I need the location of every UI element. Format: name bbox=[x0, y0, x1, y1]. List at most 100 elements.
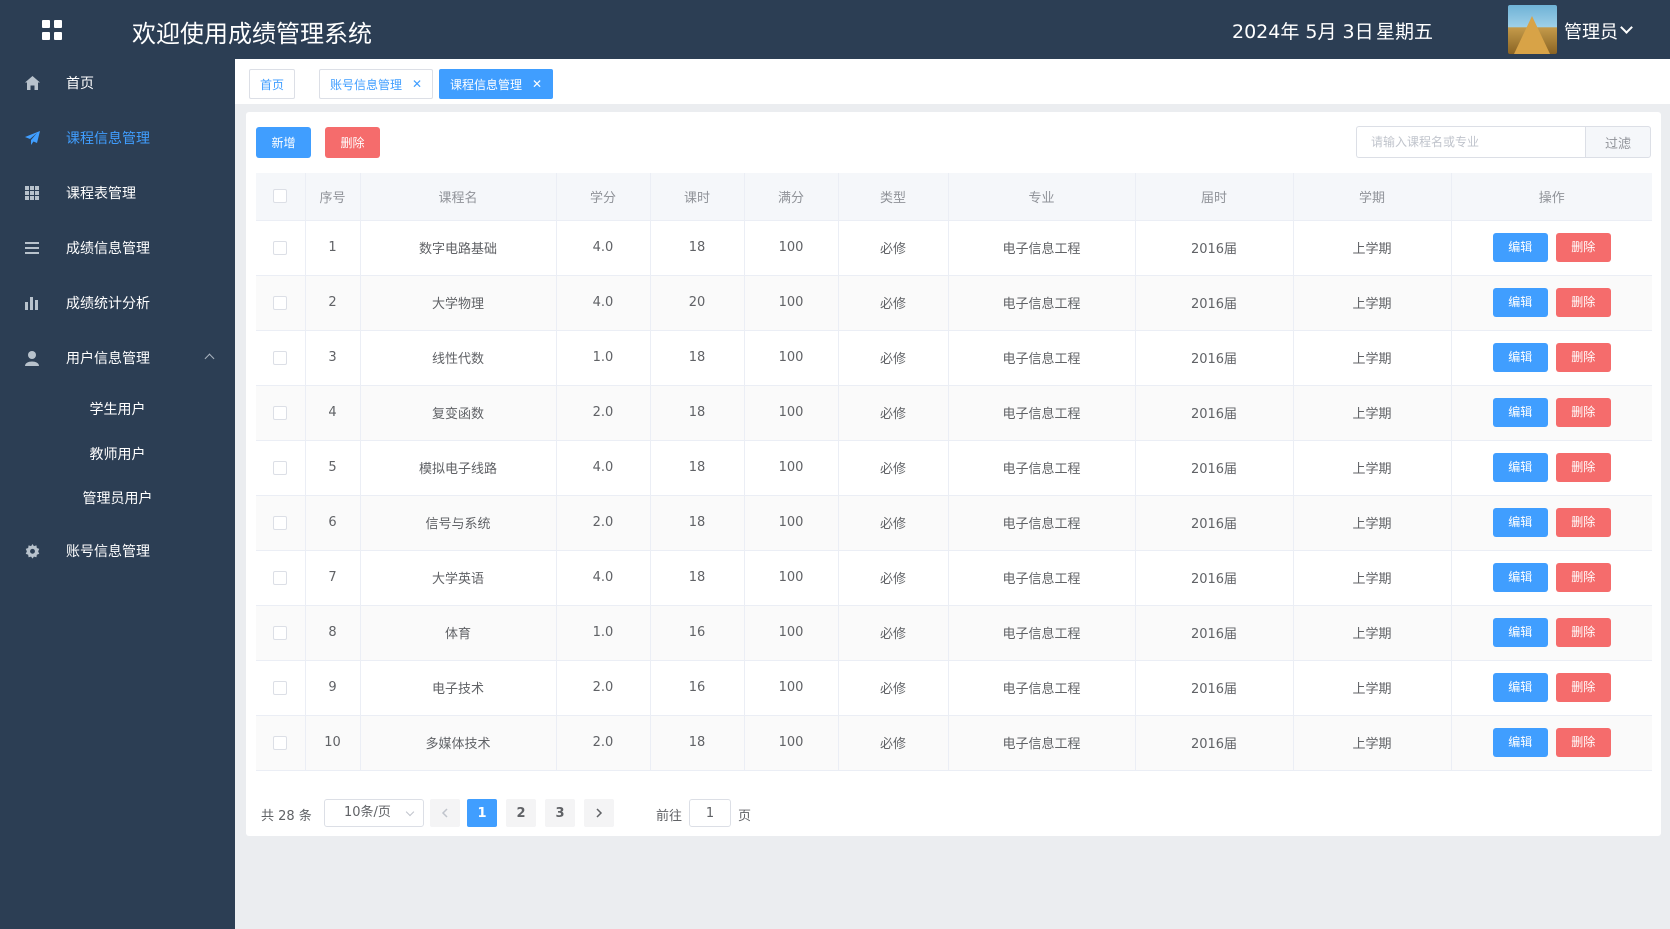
sidebar-subitem-admins[interactable]: 管理员用户 bbox=[82, 491, 153, 507]
sidebar-item-stats[interactable]: 成绩统计分析 bbox=[0, 279, 235, 327]
table-cell-hours: 18 bbox=[650, 495, 745, 551]
batch-delete-button[interactable]: 删除 bbox=[325, 127, 380, 158]
delete-button[interactable]: 删除 bbox=[1555, 673, 1611, 702]
table-cell-hours: 18 bbox=[650, 385, 745, 441]
page-size-select[interactable]: 10条/页 bbox=[324, 799, 424, 827]
prev-page-button[interactable] bbox=[430, 799, 460, 827]
search-input[interactable] bbox=[1356, 126, 1585, 158]
row-checkbox[interactable] bbox=[273, 680, 288, 695]
goto-page-input[interactable] bbox=[689, 799, 731, 827]
table-cell-session: 2016届 bbox=[1135, 440, 1294, 496]
page-button[interactable]: 1 bbox=[467, 799, 497, 827]
table-cell-session: 2016届 bbox=[1135, 220, 1294, 276]
edit-button[interactable]: 编辑 bbox=[1492, 398, 1548, 427]
close-icon[interactable]: ✕ bbox=[412, 77, 423, 91]
select-all-checkbox[interactable] bbox=[273, 189, 288, 204]
table-cell-major: 电子信息工程 bbox=[948, 495, 1136, 551]
sidebar-item-label: 账号信息管理 bbox=[66, 544, 150, 560]
table-cell-name: 数字电路基础 bbox=[360, 220, 557, 276]
column-header: 学分 bbox=[556, 173, 651, 221]
page-size-value: 10条/页 bbox=[344, 805, 391, 820]
sidebar-item-label: 首页 bbox=[66, 76, 94, 92]
table-cell-credit: 2.0 bbox=[556, 715, 651, 771]
row-checkbox[interactable] bbox=[273, 625, 288, 640]
add-button[interactable]: 新增 bbox=[256, 127, 311, 158]
delete-button[interactable]: 删除 bbox=[1555, 728, 1611, 757]
table-cell-type: 必修 bbox=[838, 275, 949, 331]
delete-button[interactable]: 删除 bbox=[1555, 233, 1611, 262]
row-select-cell bbox=[256, 495, 306, 551]
edit-button[interactable]: 编辑 bbox=[1492, 453, 1548, 482]
table-cell-full: 100 bbox=[744, 330, 839, 386]
delete-button[interactable]: 删除 bbox=[1555, 398, 1611, 427]
row-checkbox[interactable] bbox=[273, 735, 288, 750]
table-cell-type: 必修 bbox=[838, 385, 949, 441]
chevron-down-icon[interactable] bbox=[1620, 21, 1633, 34]
page-button[interactable]: 2 bbox=[506, 799, 536, 827]
delete-button[interactable]: 删除 bbox=[1555, 453, 1611, 482]
row-select-cell bbox=[256, 715, 306, 771]
avatar[interactable] bbox=[1508, 5, 1557, 54]
delete-button[interactable]: 删除 bbox=[1555, 618, 1611, 647]
row-checkbox[interactable] bbox=[273, 570, 288, 585]
sidebar-subitem-teachers[interactable]: 教师用户 bbox=[89, 447, 146, 463]
table-row: 10 多媒体技术 2.0 18 100 必修 电子信息工程 2016届 上学期 编辑 删除 bbox=[256, 715, 1652, 771]
table-cell-term: 上学期 bbox=[1293, 385, 1452, 441]
app-grid-icon[interactable] bbox=[42, 20, 62, 40]
row-checkbox[interactable] bbox=[273, 405, 288, 420]
column-header: 课程名 bbox=[360, 173, 557, 221]
row-select-cell bbox=[256, 220, 306, 276]
filter-button[interactable]: 过滤 bbox=[1585, 126, 1651, 158]
row-checkbox[interactable] bbox=[273, 515, 288, 530]
user-menu-name[interactable]: 管理员 bbox=[1564, 22, 1618, 43]
delete-button[interactable]: 删除 bbox=[1555, 343, 1611, 372]
close-icon[interactable]: ✕ bbox=[532, 77, 543, 91]
table-row: 7 大学英语 4.0 18 100 必修 电子信息工程 2016届 上学期 编辑 删除 bbox=[256, 550, 1652, 606]
sidebar-item-users[interactable]: 用户信息管理 bbox=[0, 334, 235, 382]
edit-button[interactable]: 编辑 bbox=[1492, 508, 1548, 537]
next-page-button[interactable] bbox=[584, 799, 614, 827]
row-actions: 编辑 删除 bbox=[1451, 660, 1652, 716]
sidebar: 首页 课程信息管理 课程表管理 成绩信息管理 成绩统计分析 用户信息管理 学生用… bbox=[0, 59, 235, 929]
sidebar-item-label: 成绩信息管理 bbox=[66, 241, 150, 257]
row-checkbox[interactable] bbox=[273, 460, 288, 475]
edit-button[interactable]: 编辑 bbox=[1492, 728, 1548, 757]
sidebar-item-course-info[interactable]: 课程信息管理 bbox=[0, 114, 235, 162]
tab-course-info[interactable]: 课程信息管理 ✕ bbox=[439, 69, 554, 99]
table-cell-major: 电子信息工程 bbox=[948, 550, 1136, 606]
row-checkbox[interactable] bbox=[273, 240, 288, 255]
tab-home[interactable]: 首页 bbox=[249, 69, 296, 99]
table-cell-session: 2016届 bbox=[1135, 605, 1294, 661]
sidebar-item-schedule[interactable]: 课程表管理 bbox=[0, 169, 235, 217]
table-cell-credit: 4.0 bbox=[556, 275, 651, 331]
total-count: 共 28 条 bbox=[261, 809, 312, 824]
sidebar-subitem-students[interactable]: 学生用户 bbox=[89, 402, 146, 418]
delete-button[interactable]: 删除 bbox=[1555, 288, 1611, 317]
page-button[interactable]: 3 bbox=[545, 799, 575, 827]
chevron-right-icon bbox=[596, 808, 603, 818]
edit-button[interactable]: 编辑 bbox=[1492, 673, 1548, 702]
sidebar-item-home[interactable]: 首页 bbox=[0, 59, 235, 107]
table-cell-name: 复变函数 bbox=[360, 385, 557, 441]
table-cell-full: 100 bbox=[744, 275, 839, 331]
tab-accounts[interactable]: 账号信息管理 ✕ bbox=[319, 69, 434, 99]
edit-button[interactable]: 编辑 bbox=[1492, 563, 1548, 592]
row-checkbox[interactable] bbox=[273, 350, 288, 365]
row-checkbox[interactable] bbox=[273, 295, 288, 310]
list-icon bbox=[24, 240, 40, 256]
sidebar-item-accounts[interactable]: 账号信息管理 bbox=[0, 527, 235, 575]
delete-button[interactable]: 删除 bbox=[1555, 563, 1611, 592]
table-cell-session: 2016届 bbox=[1135, 275, 1294, 331]
edit-button[interactable]: 编辑 bbox=[1492, 233, 1548, 262]
edit-button[interactable]: 编辑 bbox=[1492, 288, 1548, 317]
chevron-up-icon[interactable] bbox=[204, 353, 215, 364]
table-cell-term: 上学期 bbox=[1293, 220, 1452, 276]
edit-button[interactable]: 编辑 bbox=[1492, 618, 1548, 647]
delete-button[interactable]: 删除 bbox=[1555, 508, 1611, 537]
table-cell-term: 上学期 bbox=[1293, 605, 1452, 661]
home-icon bbox=[24, 75, 40, 91]
sidebar-item-grades[interactable]: 成绩信息管理 bbox=[0, 224, 235, 272]
table-cell-full: 100 bbox=[744, 220, 839, 276]
table-cell-no: 1 bbox=[305, 220, 361, 276]
edit-button[interactable]: 编辑 bbox=[1492, 343, 1548, 372]
